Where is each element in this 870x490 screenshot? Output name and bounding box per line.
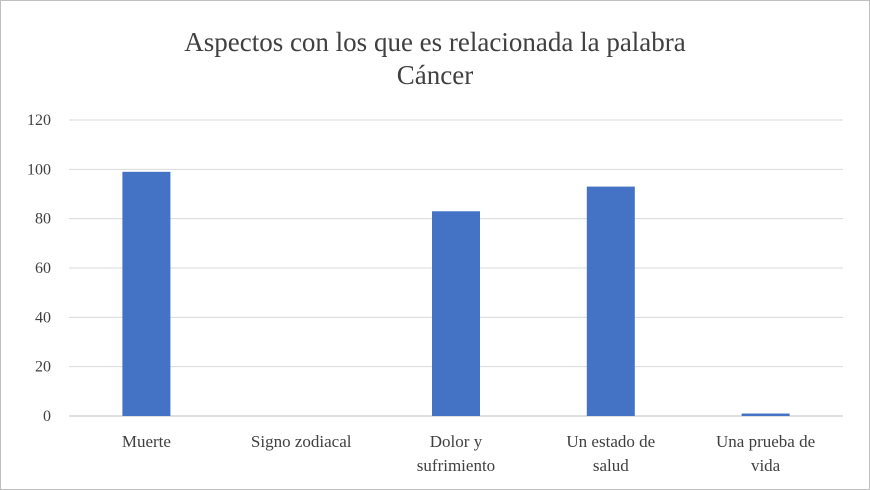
chart-title-line-0: Aspectos con los que es relacionada la p… (184, 27, 686, 57)
bar-4 (741, 413, 790, 416)
x-category-label-1-0: Signo zodiacal (251, 432, 352, 451)
x-category-label-3-0: Un estado de (566, 432, 655, 451)
x-category-label-0-0: Muerte (122, 432, 171, 451)
x-category-label-2-0: Dolor y (430, 432, 483, 451)
chart-title-line-1: Cáncer (397, 60, 473, 90)
y-tick-label-60: 60 (35, 260, 51, 277)
y-tick-label-100: 100 (27, 161, 51, 178)
y-tick-label-40: 40 (35, 309, 51, 326)
y-tick-label-120: 120 (27, 112, 51, 129)
bar-0 (122, 171, 171, 416)
x-category-label-3-1: salud (593, 456, 629, 475)
bar-2 (432, 211, 480, 416)
y-tick-label-0: 0 (43, 408, 51, 425)
y-tick-label-20: 20 (35, 359, 51, 376)
y-tick-label-80: 80 (35, 211, 51, 228)
bar-3 (586, 186, 635, 416)
x-category-label-4-0: Una prueba de (716, 432, 815, 451)
x-category-label-2-1: sufrimiento (417, 456, 495, 475)
x-category-label-4-1: vida (751, 456, 781, 475)
